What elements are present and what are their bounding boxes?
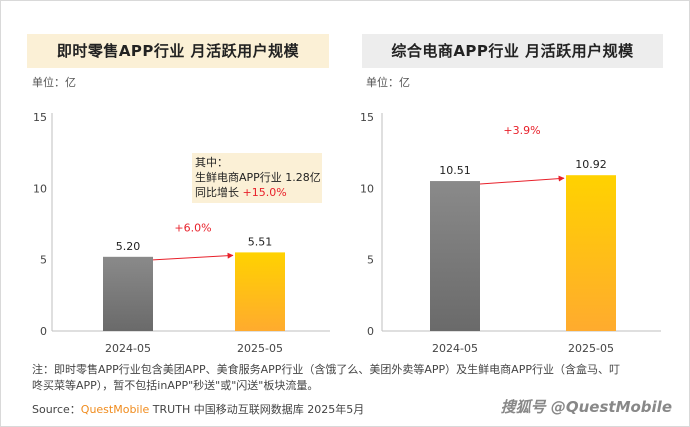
bar-value-label: 5.51 <box>248 235 273 248</box>
source-label: Source： <box>32 403 81 416</box>
bar <box>103 256 153 331</box>
x-tick-label: 2025-05 <box>568 342 614 355</box>
y-tick-label: 0 <box>40 325 47 338</box>
source-rest: TRUTH 中国移动互联网数据库 2025年5月 <box>149 403 365 416</box>
y-tick-label: 5 <box>40 254 47 267</box>
bar-value-label: 10.51 <box>439 164 471 177</box>
left-chart-title: 即时零售APP行业 月活跃用户规模 <box>27 34 329 68</box>
growth-label: +3.9% <box>503 124 540 137</box>
right-chart-title: 综合电商APP行业 月活跃用户规模 <box>362 34 663 68</box>
y-tick-label: 10 <box>33 182 47 195</box>
bar-value-label: 10.92 <box>575 158 607 171</box>
bar <box>430 181 480 331</box>
left-chart: 0 5 10 15 5.20 2024-05 5.51 2025-05 +6.0% 其中：生鲜电商… <box>33 111 330 355</box>
y-tick-label: 10 <box>360 182 374 195</box>
source-brand: QuestMobile <box>80 403 150 416</box>
x-tick-label: 2024-05 <box>432 342 478 355</box>
source-line: Source：QuestMobile TRUTH 中国移动互联网数据库 2025… <box>32 401 364 417</box>
callout-line-3-prefix: 同比增长 +15.0% <box>195 185 287 199</box>
x-tick-label: 2025-05 <box>237 342 283 355</box>
y-tick-label: 15 <box>360 111 374 124</box>
footnote-line-2: 咚买菜等APP），暂不包括inAPP"秒送"或"闪送"板块流量。 <box>32 379 319 392</box>
bar <box>566 175 616 331</box>
callout-line-2: 生鲜电商APP行业 1.28亿 <box>195 170 321 184</box>
right-unit-label: 单位：亿 <box>366 76 410 89</box>
y-tick-label: 15 <box>33 111 47 124</box>
footnote-line-1: 注：即时零售APP行业包含美团APP、美食服务APP行业（含饿了么、美团外卖等A… <box>32 363 620 376</box>
left-unit-label: 单位：亿 <box>32 76 76 89</box>
right-chart: 0 5 10 15 10.51 2024-05 10.92 2025-05 +3.9% <box>360 111 661 355</box>
growth-arrow <box>152 252 234 261</box>
watermark: 搜狐号 @QuestMobile <box>500 398 672 416</box>
growth-label: +6.0% <box>174 221 211 234</box>
bar-value-label: 5.20 <box>116 240 141 253</box>
growth-arrow <box>479 175 565 185</box>
callout-box <box>192 153 322 203</box>
bar <box>235 252 285 331</box>
y-tick-label: 5 <box>367 254 374 267</box>
y-tick-label: 0 <box>367 325 374 338</box>
callout-line-1: 其中： <box>195 156 228 169</box>
x-tick-label: 2024-05 <box>105 342 151 355</box>
callout-growth-value: +15.0% <box>243 186 287 199</box>
